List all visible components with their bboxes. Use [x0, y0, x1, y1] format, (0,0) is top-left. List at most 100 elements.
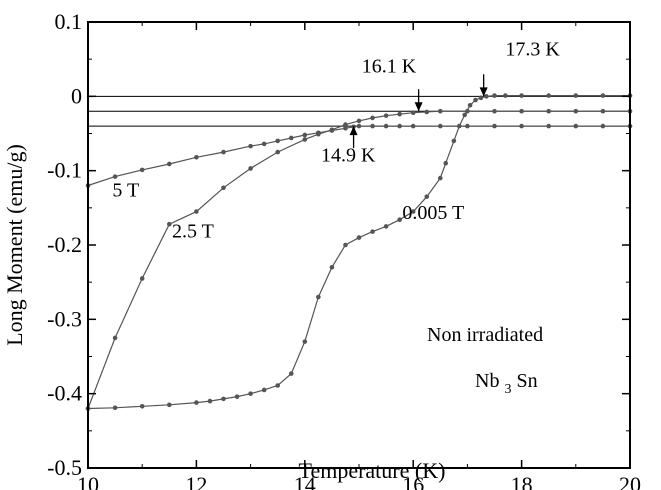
data-point — [478, 95, 484, 101]
data-point — [410, 209, 416, 214]
data-point — [410, 110, 416, 115]
data-point — [356, 118, 362, 124]
x-tick-label: 18 — [511, 472, 533, 490]
y-tick-label: -0.5 — [47, 455, 82, 480]
series-2 — [85, 123, 633, 188]
y-axis-title: Long Moment (emu/g) — [2, 144, 27, 346]
data-point — [221, 396, 226, 402]
data-point — [221, 149, 226, 155]
data-point — [484, 94, 489, 99]
data-point — [473, 97, 478, 103]
series-line — [87, 125, 630, 187]
inset-label-line1: Non irradiated — [427, 324, 543, 346]
data-point — [194, 400, 199, 405]
data-point — [288, 135, 294, 141]
plot-frame — [87, 21, 631, 469]
data-point — [397, 123, 402, 129]
series-0 — [85, 93, 633, 411]
data-point — [467, 102, 473, 108]
annotation-arrowhead — [479, 87, 488, 97]
data-point — [248, 166, 253, 171]
data-point — [302, 339, 308, 344]
data-point — [275, 383, 281, 388]
series-line — [87, 110, 630, 409]
y-tick-label: 0 — [71, 83, 82, 108]
data-point — [573, 93, 579, 98]
data-point — [112, 405, 118, 411]
data-point — [492, 93, 497, 98]
annotation-label: 17.3 K — [505, 38, 560, 60]
data-point — [573, 108, 579, 114]
x-tick-label: 16 — [402, 472, 424, 490]
axes — [87, 21, 631, 469]
data-point — [519, 93, 524, 98]
data-point — [112, 335, 118, 341]
data-point — [438, 175, 443, 181]
inset-label-subscript: 3 — [504, 382, 511, 397]
data-point — [288, 371, 294, 376]
annotation-arrowhead — [349, 126, 358, 136]
data-point — [383, 224, 389, 229]
data-point — [573, 123, 579, 129]
data-point — [112, 174, 118, 179]
inset-label-line2: Nb 3 Sn — [475, 370, 538, 398]
data-point — [207, 398, 213, 404]
series-layer — [85, 93, 633, 411]
data-point — [302, 132, 308, 138]
y-tick-label: -0.3 — [47, 306, 82, 331]
data-point — [356, 235, 362, 240]
data-point — [424, 109, 430, 115]
data-point — [370, 115, 375, 121]
inset-label-sn: Sn — [516, 370, 537, 392]
data-point — [139, 404, 145, 409]
annotation-label: 2.5 T — [172, 221, 214, 243]
data-point — [519, 108, 524, 114]
data-point — [397, 217, 402, 223]
data-point — [343, 125, 348, 131]
data-point — [492, 123, 497, 129]
data-point — [397, 111, 402, 117]
data-point — [383, 113, 389, 118]
data-point — [261, 387, 267, 393]
data-point — [329, 128, 335, 133]
data-point — [167, 161, 172, 167]
data-point — [600, 93, 606, 98]
data-point — [302, 137, 308, 142]
data-point — [221, 185, 226, 191]
x-tick-label: 20 — [619, 472, 641, 490]
data-point — [519, 123, 524, 129]
data-point — [546, 93, 551, 98]
data-point — [546, 108, 551, 114]
x-tick-label: 12 — [185, 472, 207, 490]
y-tick-label: -0.2 — [47, 232, 82, 257]
data-point — [503, 93, 508, 98]
data-point — [443, 160, 449, 166]
x-axis-title: Temperature (K) — [299, 458, 446, 483]
data-point — [356, 123, 362, 129]
annotation-arrowhead — [414, 102, 423, 112]
data-point — [370, 229, 375, 234]
data-point — [600, 108, 606, 114]
data-point — [343, 242, 348, 248]
data-point — [316, 130, 321, 136]
data-point — [438, 108, 443, 114]
data-point — [465, 108, 470, 114]
data-point — [139, 167, 145, 173]
y-tick-label: -0.1 — [47, 158, 82, 183]
data-point — [275, 149, 281, 155]
data-point — [194, 209, 199, 214]
data-point — [462, 112, 467, 118]
x-tick-label: 14 — [294, 472, 316, 490]
ticks: 10 12 14 16 18 20 -0.5 -0.4 -0.3 -0.2 -0.1 0 0.1 — [47, 9, 641, 490]
data-point — [546, 123, 551, 129]
data-point — [275, 138, 281, 144]
data-point — [383, 123, 389, 129]
data-point — [370, 123, 375, 129]
y-tick-label: 0.1 — [55, 9, 83, 34]
data-point — [194, 154, 199, 160]
data-point — [316, 294, 321, 300]
annotations: 5 T 2.5 T 0.005 T 17.3 K 16.1 K 14.9 K — [112, 38, 560, 242]
data-point — [329, 265, 335, 270]
data-point — [234, 394, 240, 399]
